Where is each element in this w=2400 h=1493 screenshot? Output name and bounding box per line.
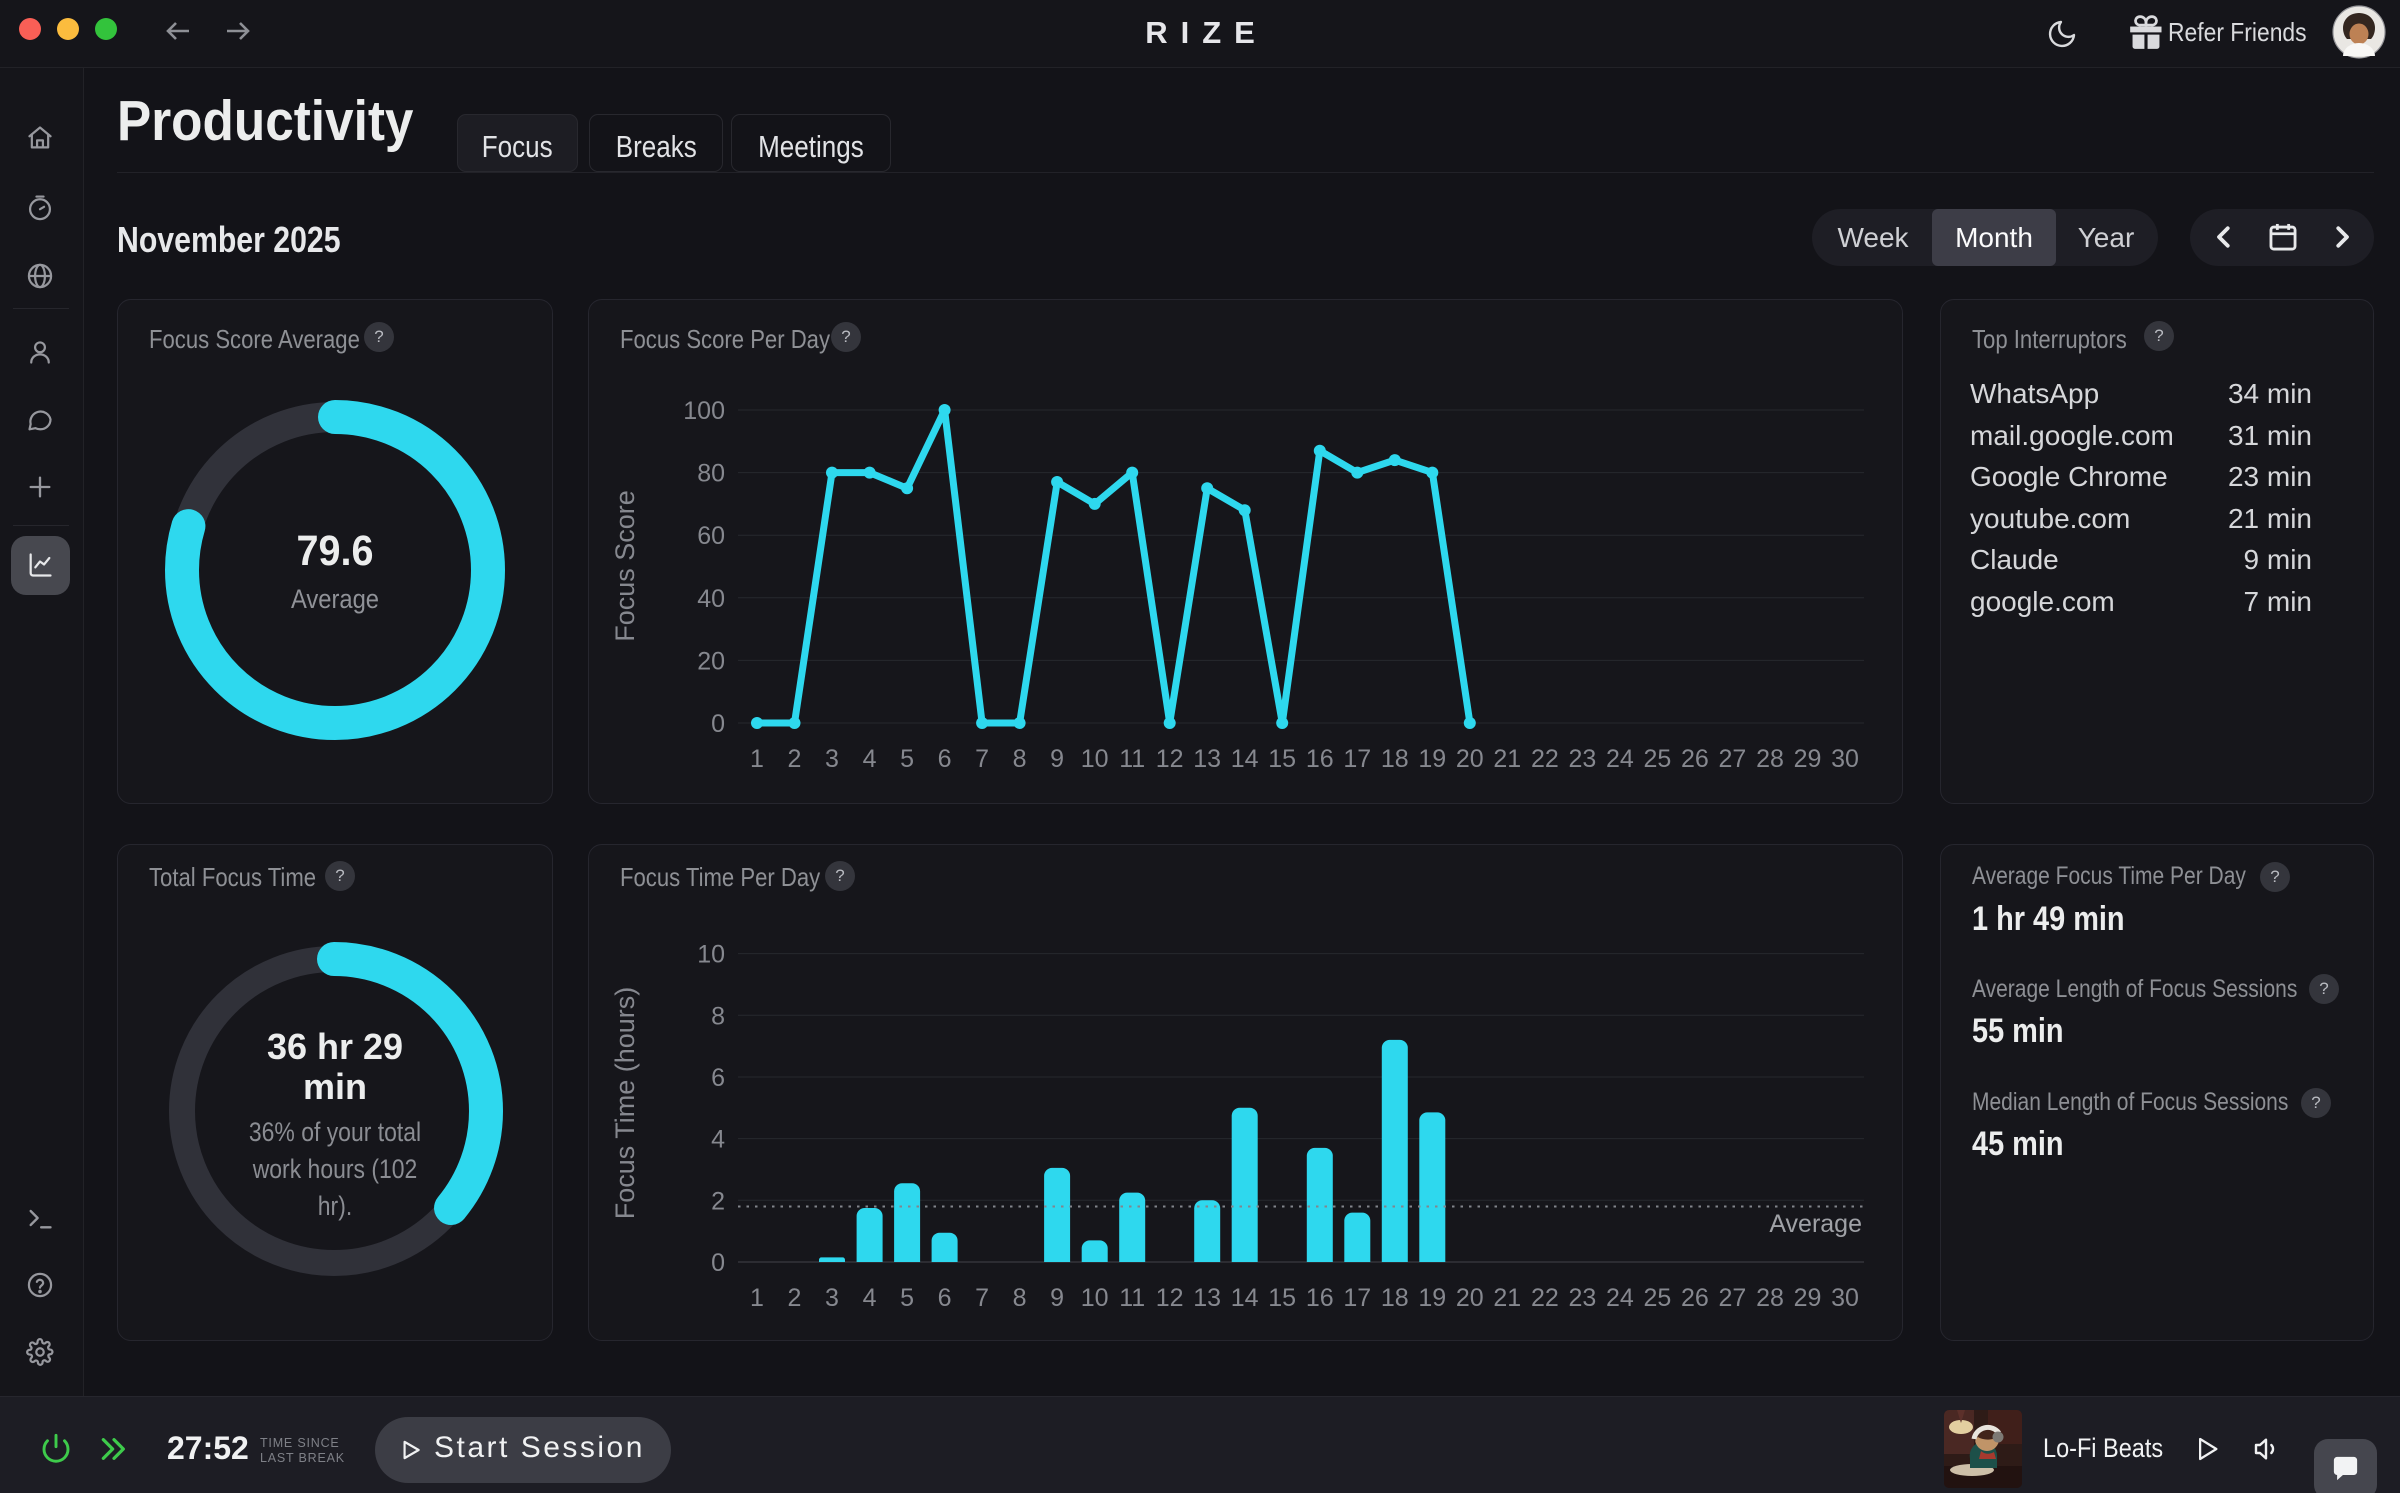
svg-text:26: 26 [1681,745,1709,773]
svg-text:20: 20 [697,647,725,675]
svg-text:Focus Time (hours): Focus Time (hours) [610,987,640,1220]
svg-text:28: 28 [1756,745,1784,773]
svg-text:20: 20 [1456,1284,1484,1312]
svg-text:21: 21 [1493,745,1521,773]
svg-text:19: 19 [1418,1284,1446,1312]
svg-text:80: 80 [697,460,725,488]
svg-text:18: 18 [1381,1284,1409,1312]
svg-text:15: 15 [1268,1284,1296,1312]
svg-text:6: 6 [938,1284,952,1312]
svg-text:4: 4 [711,1126,725,1154]
svg-text:7: 7 [975,1284,989,1312]
svg-text:28: 28 [1756,1284,1784,1312]
svg-text:15: 15 [1268,745,1296,773]
svg-text:8: 8 [1013,1284,1027,1312]
svg-text:100: 100 [683,397,725,425]
svg-text:17: 17 [1343,745,1371,773]
svg-text:13: 13 [1193,1284,1221,1312]
svg-text:27: 27 [1718,745,1746,773]
svg-text:25: 25 [1643,1284,1671,1312]
svg-text:11: 11 [1119,1284,1145,1312]
svg-text:14: 14 [1231,1284,1259,1312]
svg-text:23: 23 [1568,745,1596,773]
svg-text:18: 18 [1381,745,1409,773]
svg-text:10: 10 [697,941,725,969]
svg-text:29: 29 [1794,745,1822,773]
svg-text:20: 20 [1456,745,1484,773]
svg-text:22: 22 [1531,745,1559,773]
svg-text:40: 40 [697,585,725,613]
svg-text:30: 30 [1831,745,1859,773]
svg-text:8: 8 [711,1002,725,1030]
svg-text:24: 24 [1606,745,1634,773]
svg-text:3: 3 [825,1284,839,1312]
svg-text:0: 0 [711,1249,725,1277]
svg-text:8: 8 [1013,745,1027,773]
svg-text:17: 17 [1343,1284,1371,1312]
svg-text:1: 1 [750,1284,764,1312]
svg-text:14: 14 [1231,745,1259,773]
svg-text:3: 3 [825,745,839,773]
svg-text:27: 27 [1718,1284,1746,1312]
svg-text:Focus Score: Focus Score [610,490,640,642]
svg-text:Average: Average [1769,1210,1862,1238]
svg-text:16: 16 [1306,1284,1334,1312]
svg-text:22: 22 [1531,1284,1559,1312]
svg-text:10: 10 [1081,1284,1109,1312]
svg-text:2: 2 [788,1284,802,1312]
svg-text:9: 9 [1050,1284,1064,1312]
svg-text:13: 13 [1193,745,1221,773]
svg-text:12: 12 [1156,745,1184,773]
svg-text:25: 25 [1643,745,1671,773]
svg-text:6: 6 [711,1064,725,1092]
svg-text:5: 5 [900,1284,914,1312]
svg-text:10: 10 [1081,745,1109,773]
svg-text:4: 4 [863,745,877,773]
svg-text:2: 2 [788,745,802,773]
svg-text:1: 1 [750,745,764,773]
svg-text:6: 6 [938,745,952,773]
svg-text:19: 19 [1418,745,1446,773]
svg-text:23: 23 [1568,1284,1596,1312]
svg-text:7: 7 [975,745,989,773]
svg-text:21: 21 [1493,1284,1521,1312]
svg-text:30: 30 [1831,1284,1859,1312]
svg-text:24: 24 [1606,1284,1634,1312]
svg-text:4: 4 [863,1284,877,1312]
svg-text:16: 16 [1306,745,1334,773]
svg-text:2: 2 [711,1187,725,1215]
svg-text:11: 11 [1119,745,1145,773]
svg-text:5: 5 [900,745,914,773]
svg-text:0: 0 [711,710,725,738]
svg-text:9: 9 [1050,745,1064,773]
svg-text:12: 12 [1156,1284,1184,1312]
svg-text:26: 26 [1681,1284,1709,1312]
svg-text:29: 29 [1794,1284,1822,1312]
svg-text:60: 60 [697,522,725,550]
